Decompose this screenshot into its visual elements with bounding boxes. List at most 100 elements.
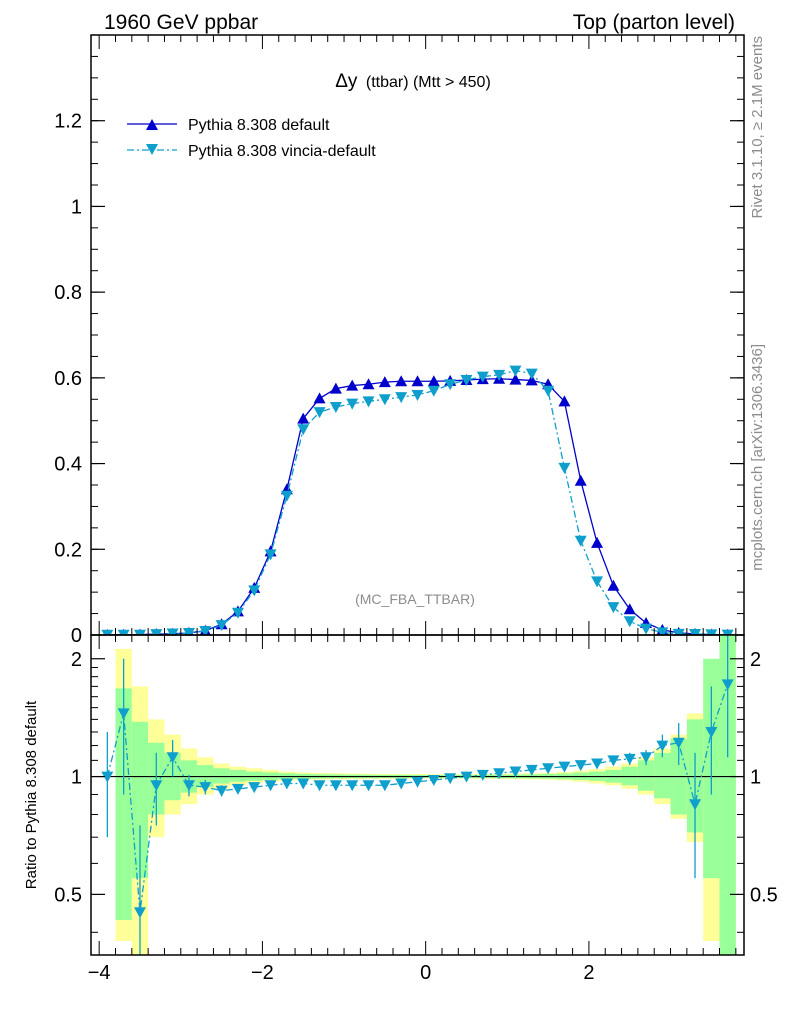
main-ytick-label: 0 [71, 625, 82, 647]
data-point-1 [591, 576, 604, 588]
data-point-1 [558, 462, 571, 474]
ratio-point [166, 752, 179, 764]
data-point-1 [427, 385, 440, 397]
ratio-point [525, 764, 538, 776]
ratio-point [607, 755, 620, 767]
data-point-1 [215, 620, 228, 632]
data-point-1 [117, 629, 130, 635]
ratio-ytick-label: 1 [71, 767, 82, 789]
ratio-ytick-label: 2 [71, 649, 82, 671]
band-green [115, 688, 132, 921]
data-point-0 [558, 395, 571, 407]
data-point-1 [395, 392, 408, 404]
watermark-label: (MC_FBA_TTBAR) [355, 591, 475, 607]
ratio-point [329, 780, 342, 792]
ratio-plot-frame [90, 634, 745, 956]
data-point-1 [542, 385, 555, 397]
ratio-point [476, 769, 489, 781]
ratio-series-line [106, 684, 729, 913]
data-point-1 [623, 616, 636, 628]
data-point-1 [460, 375, 473, 386]
data-point-1 [280, 490, 293, 502]
data-point-0 [574, 474, 587, 486]
data-point-1 [101, 629, 114, 635]
main-plot-panel: 0 0.2 0.4 0.6 0.8 1 1.2 Δy (ttbar) (Mtt > 450)… [54, 34, 745, 647]
data-point-0 [591, 536, 604, 548]
data-point-0 [395, 375, 408, 387]
data-point-0 [411, 375, 424, 387]
ratio-plot-panel: 0.5 0.5 1 1 2 2 −4 −2 0 2 Ratio to Pythia 8.308 … [23, 634, 778, 984]
data-point-0 [427, 375, 440, 387]
data-point-0 [297, 412, 310, 424]
ratio-point [689, 799, 702, 811]
xtick-label: 0 [420, 962, 431, 984]
ratio-point [509, 766, 522, 778]
ratio-point [672, 737, 685, 749]
ratio-point [591, 758, 604, 770]
data-point-1 [133, 629, 146, 635]
band-green [213, 768, 230, 784]
ratio-point [444, 773, 457, 785]
main-ytick-label: 1.2 [54, 111, 82, 133]
xtick-label: −4 [88, 962, 111, 984]
data-point-1 [672, 628, 685, 635]
main-ytick-label: 1 [71, 196, 82, 218]
ratio-point [362, 780, 375, 792]
legend-marker-default [146, 119, 158, 130]
data-point-1 [607, 602, 620, 614]
ratio-point [411, 776, 424, 788]
band-green [131, 721, 149, 879]
xtick-label: −2 [251, 962, 274, 984]
main-ytick-label: 0.6 [54, 368, 82, 390]
data-point-1 [640, 623, 653, 635]
mcplots-label: mcplots.cern.ch [arXiv:1306.3436] [749, 344, 766, 571]
data-point-1 [248, 585, 261, 597]
band-green [719, 635, 736, 955]
data-point-0 [362, 378, 375, 390]
ratio-point [640, 752, 653, 764]
ratio-point [313, 780, 326, 792]
data-point-1 [705, 629, 718, 635]
legend-label-default: Pythia 8.308 default [188, 117, 330, 134]
data-point-1 [411, 390, 424, 401]
ratio-point [133, 907, 146, 919]
band-green [654, 752, 671, 799]
ratio-point [656, 740, 669, 752]
ratio-point [297, 778, 310, 790]
band-green [637, 760, 655, 791]
ratio-ytick-label-right: 0.5 [750, 884, 778, 906]
ratio-point [117, 708, 130, 720]
data-point-1 [297, 424, 310, 436]
legend-label-vincia: Pythia 8.308 vincia-default [188, 143, 376, 160]
main-ytick-label: 0.4 [54, 454, 82, 476]
data-point-1 [656, 627, 669, 635]
data-point-1 [378, 394, 391, 406]
main-ytick-label: 0.8 [54, 282, 82, 304]
header-right: Top (parton level) [573, 11, 735, 34]
data-point-1 [362, 396, 375, 408]
header-left: 1960 GeV ppbar [104, 11, 258, 34]
data-point-0 [346, 379, 359, 391]
ratio-point [231, 783, 244, 795]
data-point-0 [509, 373, 522, 385]
main-title-rest: (ttbar) (Mtt > 450) [366, 74, 491, 91]
ratio-ytick-label-right: 1 [750, 767, 761, 789]
data-point-1 [346, 398, 359, 410]
ratio-point [705, 726, 718, 738]
ratio-point [199, 782, 212, 794]
data-point-1 [150, 629, 163, 635]
ratio-ytick-label: 0.5 [54, 884, 82, 906]
data-point-1 [199, 626, 212, 635]
data-point-1 [264, 549, 277, 561]
data-point-1 [329, 402, 342, 413]
ratio-point [264, 780, 277, 792]
data-point-0 [525, 374, 538, 386]
ratio-ylabel: Ratio to Pythia 8.308 default [23, 700, 40, 889]
ratio-point [215, 785, 228, 797]
ratio-point [395, 778, 408, 790]
data-point-0 [378, 376, 391, 388]
data-point-0 [313, 392, 326, 404]
ratio-point [427, 774, 440, 786]
ratio-point [558, 761, 571, 773]
